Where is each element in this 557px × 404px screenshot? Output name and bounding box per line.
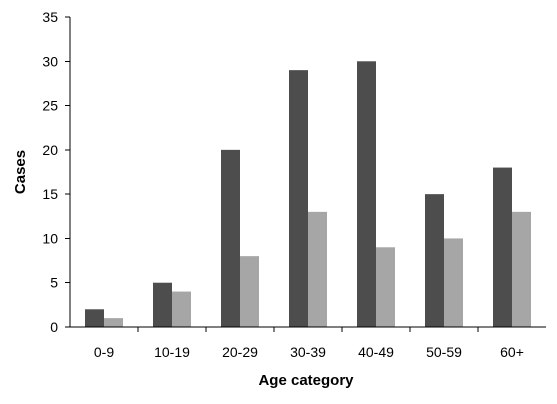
- x-tick-label: 10-19: [154, 344, 190, 360]
- y-axis-ticks: 0 5 10 15 20 25 30 35: [42, 9, 70, 335]
- x-tick-label: 60+: [500, 344, 524, 360]
- x-tick-label: 50-59: [426, 344, 462, 360]
- y-tick-label: 0: [50, 319, 58, 335]
- bar-series-2-0-9: [104, 318, 123, 327]
- bar-series-1-50-59: [425, 194, 444, 327]
- bar-series-2-30-39: [308, 211, 327, 327]
- bar-series-1-40-49: [357, 61, 376, 328]
- y-tick-label: 5: [50, 275, 58, 291]
- bar-series-1-60+: [493, 167, 512, 327]
- bar-series-2-40-49: [376, 247, 395, 327]
- x-axis-title: Age category: [258, 372, 354, 389]
- bar-series-1-30-39: [289, 70, 308, 328]
- bar-series-1-0-9: [85, 309, 104, 327]
- x-tick-label: 40-49: [358, 344, 394, 360]
- y-tick-label: 35: [42, 9, 58, 25]
- x-tick-label: 20-29: [222, 344, 258, 360]
- x-axis-ticks: 0-9 10-19 20-29 30-39 40-49 50-59 60+: [94, 327, 524, 360]
- bar-series-2-50-59: [444, 238, 463, 327]
- bar-series-2-60+: [512, 211, 531, 327]
- y-tick-label: 30: [42, 53, 58, 69]
- x-tick-label: 30-39: [290, 344, 326, 360]
- bar-series-2-10-19: [172, 291, 191, 327]
- bars: [85, 61, 531, 328]
- x-tick-label: 0-9: [94, 344, 114, 360]
- y-tick-label: 20: [42, 142, 58, 158]
- y-tick-label: 10: [42, 230, 58, 246]
- y-axis-title: Cases: [12, 150, 29, 194]
- bar-series-1-20-29: [221, 149, 240, 327]
- bar-series-2-20-29: [240, 256, 259, 327]
- y-tick-label: 25: [42, 98, 58, 114]
- y-tick-label: 15: [42, 186, 58, 202]
- bar-series-1-10-19: [153, 282, 172, 327]
